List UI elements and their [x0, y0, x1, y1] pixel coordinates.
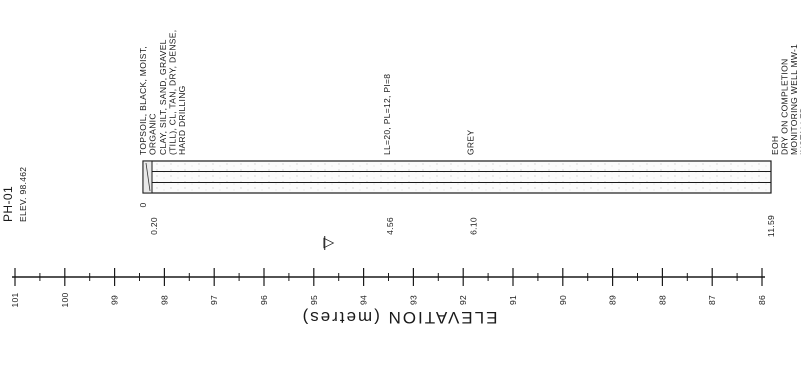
depth-mark-label: 4.56	[385, 217, 395, 235]
stratum-description-line: MONITORING WELL MW-1	[789, 44, 799, 155]
axis-tick-label: 93	[408, 295, 418, 305]
borehole-outline	[143, 161, 771, 193]
stratum-description-line: (TILL), CL, TAN, DRY, DENSE,	[168, 30, 178, 155]
axis-tick-label: 89	[608, 295, 618, 305]
elevation-axis: 101 100 99 98 97 96 95 94 93 92 91 90 89 88 87 86 ELEVA…	[10, 268, 767, 327]
axis-tick-label: 91	[508, 295, 518, 305]
ground-elevation-label: ELEV. 98.462	[18, 167, 28, 222]
axis-tick-label: 88	[657, 295, 667, 305]
water-level-symbol: ▽	[320, 237, 336, 248]
stratum-description-line: ORGANIC	[148, 113, 158, 155]
stratum-description-line: DRY ON COMPLETION	[780, 59, 790, 155]
depth-mark-label: 11.59	[766, 215, 776, 237]
axis-title: ELEVATION (metres)	[301, 308, 498, 327]
depth-mark-label: 0.20	[149, 217, 159, 235]
axis-tick-label: 90	[558, 295, 568, 305]
depth-mark-label: 6.10	[469, 217, 479, 235]
stratum-description-line: HARD DRILLING	[177, 85, 187, 155]
axis-tick-label: 87	[707, 295, 717, 305]
borehole-name: PH-01	[1, 186, 15, 222]
axis-tick-label: 99	[110, 295, 120, 305]
axis-tick-label: 92	[458, 295, 468, 305]
axis-tick-label: 101	[10, 292, 20, 307]
water-level-triangle: ▽	[320, 237, 336, 248]
stratum-description-line: CLAY, SILT, SAND, GRAVEL	[158, 39, 168, 155]
axis-tick-label: 95	[309, 295, 319, 305]
axis-tick-label: 97	[209, 295, 219, 305]
axis-tick-label: 100	[60, 292, 70, 307]
stratum-description-line: LL=20, PL=12, PI=8	[382, 74, 392, 155]
axis-tick-label: 96	[259, 295, 269, 305]
stratum-description-line: TOPSOIL, BLACK, MOIST,	[138, 46, 148, 155]
axis-tick-label: 94	[359, 295, 369, 305]
depth-mark-label: 0	[138, 202, 148, 207]
borehole-column	[143, 161, 771, 193]
topsoil-layer	[143, 161, 152, 193]
stratum-description-line: GREY	[466, 130, 476, 155]
stratum-description-line: EOH	[770, 136, 780, 155]
axis-tick-label: 86	[757, 295, 767, 305]
axis-tick-label: 98	[159, 295, 169, 305]
